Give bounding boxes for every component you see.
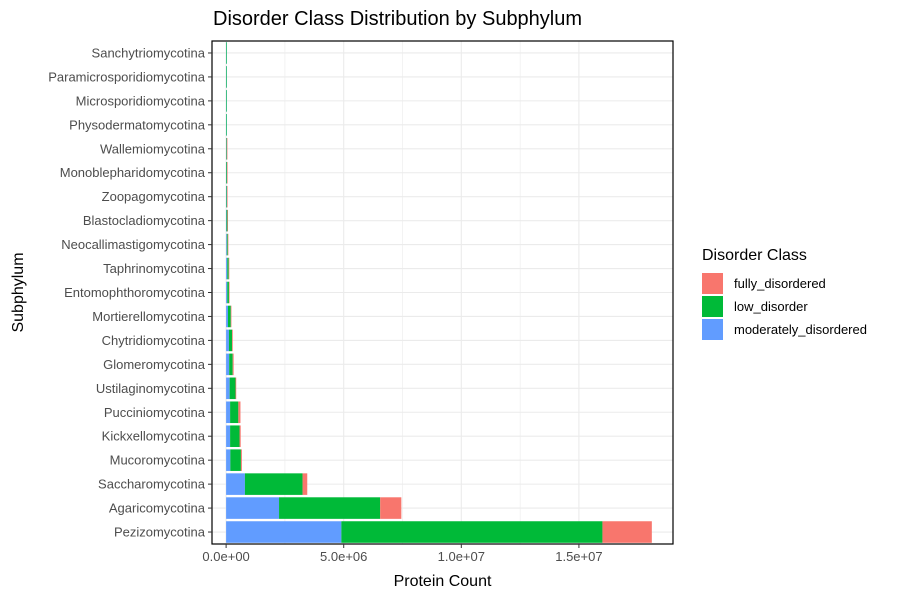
bar-low_disorder-glomeromycotina [229,353,233,376]
bar-low_disorder-wallemiomycotina [226,138,227,160]
bar-moderately_disordered-pucciniomycotina [226,401,231,424]
bar-moderately_disordered-glomeromycotina [226,353,230,376]
bar-moderately_disordered-ustilaginomycotina [226,377,230,400]
y-tick-label: Wallemiomycotina [100,141,206,156]
legend-key-fully_disordered [702,273,723,294]
axes: 0.0e+00 5.0e+06 1.0e+07 1.5e+07 Pezizomycoti… [48,45,602,564]
y-tick-label: Glomeromycotina [103,357,206,372]
y-tick-label: Pucciniomycotina [104,405,206,420]
x-tick-label: 1.5e+07 [555,549,602,564]
y-tick-label: Mortierellomycotina [92,309,205,324]
bar-moderately_disordered-neocallimastigomycotina [226,233,227,256]
legend: fully_disordered low_disorder moderately_d… [702,273,867,340]
bar-fully_disordered-blastocladiomycotina [227,209,229,232]
y-tick-label: Agaricomycotina [109,501,206,516]
bar-moderately_disordered-kickxellomycotina [226,425,231,447]
bars [226,42,652,543]
bar-fully_disordered-taphrinomycotina [228,257,230,280]
bar-moderately_disordered-taphrinomycotina [226,257,228,280]
bar-moderately_disordered-entomophthoromycotina [226,281,228,304]
bar-fully_disordered-kickxellomycotina [239,425,241,447]
bar-fully_disordered-wallemiomycotina [226,138,228,160]
bar-fully_disordered-pezizomycotina [602,521,652,543]
y-tick-label: Microsporidiomycotina [76,93,206,108]
bar-low_disorder-mortierellomycotina [227,305,231,328]
y-tick-label: Chytridiomycotina [102,333,206,348]
bar-low_disorder-neocallimastigomycotina [226,233,228,256]
bar-fully_disordered-glomeromycotina [232,353,234,376]
bar-fully_disordered-entomophthoromycotina [228,281,230,304]
grid [212,41,673,544]
x-tick-label: 5.0e+06 [320,549,367,564]
bar-moderately_disordered-mortierellomycotina [226,305,228,328]
bar-fully_disordered-zoopagomycotina [226,185,228,208]
bar-low_disorder-pezizomycotina [341,521,603,543]
y-tick-label: Sanchytriomycotina [92,45,206,60]
bar-moderately_disordered-blastocladiomycotina [226,209,227,232]
bar-low_disorder-pucciniomycotina [230,401,239,424]
bar-fully_disordered-saccharomycotina [302,473,308,495]
bar-low_disorder-sanchytriomycotina [226,42,227,64]
y-tick-label: Mucoromycotina [110,453,206,468]
y-tick-label: Neocallimastigomycotina [61,237,206,252]
y-tick-label: Monoblepharidomycotina [60,165,206,180]
y-tick-label: Ustilaginomycotina [96,381,206,396]
bar-low_disorder-paramicrosporidiomycotina [226,66,227,88]
bar-fully_disordered-mortierellomycotina [230,305,232,328]
bar-low_disorder-zoopagomycotina [226,185,227,208]
bar-moderately_disordered-pezizomycotina [226,521,342,543]
bar-low_disorder-entomophthoromycotina [227,281,229,304]
bar-moderately_disordered-mucoromycotina [226,449,231,471]
bar-fully_disordered-monoblepharidomycotina [226,161,228,184]
bar-moderately_disordered-chytridiomycotina [226,329,229,352]
bar-fully_disordered-ustilaginomycotina [235,377,237,400]
x-tick-label: 0.0e+00 [202,549,249,564]
bar-low_disorder-physodermatomycotina [226,114,227,136]
y-tick-label: Taphrinomycotina [103,261,206,276]
y-axis-title: Subphylum [10,252,27,332]
bar-fully_disordered-neocallimastigomycotina [227,233,229,256]
x-tick-label: 1.0e+07 [438,549,485,564]
y-tick-label: Kickxellomycotina [102,429,206,444]
y-tick-label: Blastocladiomycotina [83,213,206,228]
x-axis-title: Protein Count [394,573,492,590]
y-tick-label: Saccharomycotina [98,477,206,492]
legend-title: Disorder Class [702,247,807,264]
legend-key-moderately_disordered [702,319,723,340]
legend-label-moderately_disordered: moderately_disordered [734,322,867,337]
y-tick-label: Pezizomycotina [114,525,206,540]
bar-low_disorder-taphrinomycotina [227,257,229,280]
chart-title: Disorder Class Distribution by Subphylum [213,8,582,30]
y-tick-label: Physodermatomycotina [69,117,206,132]
bar-low_disorder-monoblepharidomycotina [226,161,227,184]
y-tick-label: Zoopagomycotina [102,189,206,204]
bar-low_disorder-kickxellomycotina [230,425,240,447]
bar-fully_disordered-agaricomycotina [380,497,402,519]
bar-low_disorder-mucoromycotina [230,449,241,471]
legend-key-low_disorder [702,296,723,317]
bar-moderately_disordered-saccharomycotina [226,473,245,495]
bar-moderately_disordered-agaricomycotina [226,497,280,519]
bar-low_disorder-saccharomycotina [244,473,303,495]
bar-low_disorder-chytridiomycotina [228,329,232,352]
bar-low_disorder-agaricomycotina [279,497,381,519]
legend-label-fully_disordered: fully_disordered [734,276,826,291]
legend-label-low_disorder: low_disorder [734,299,808,314]
bar-low_disorder-microsporidiomycotina [226,90,227,112]
bar-fully_disordered-pucciniomycotina [238,401,241,424]
bar-fully_disordered-chytridiomycotina [231,329,233,352]
bar-low_disorder-ustilaginomycotina [229,377,236,400]
bar-fully_disordered-mucoromycotina [240,449,242,471]
y-tick-label: Entomophthoromycotina [64,285,206,300]
bar-low_disorder-blastocladiomycotina [226,209,228,232]
y-tick-label: Paramicrosporidiomycotina [48,69,206,84]
